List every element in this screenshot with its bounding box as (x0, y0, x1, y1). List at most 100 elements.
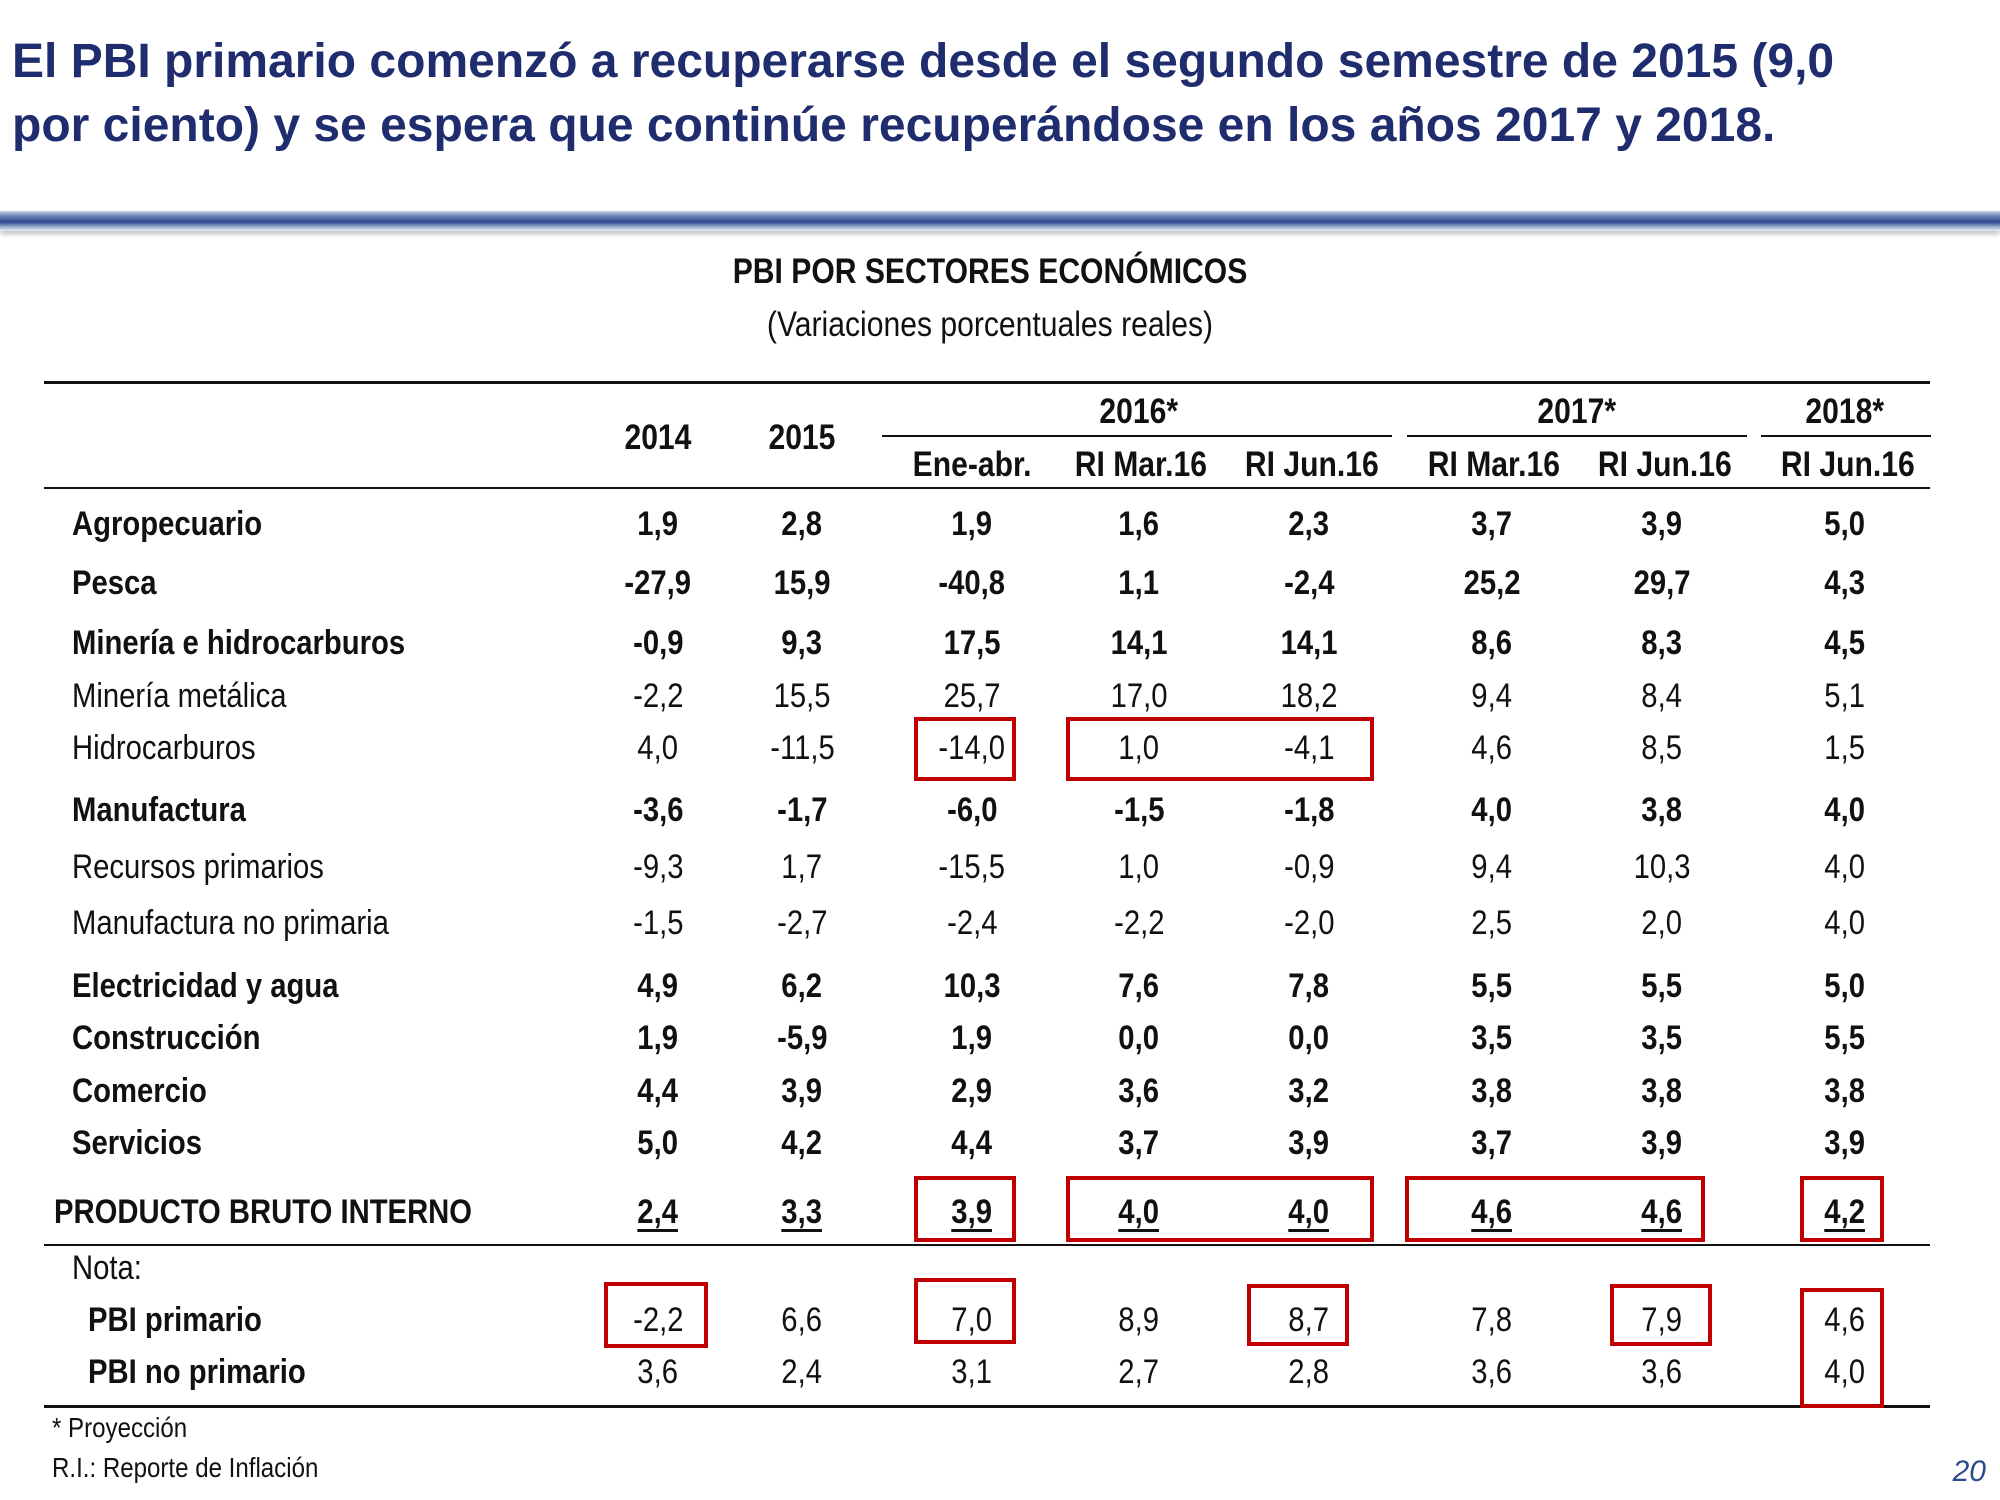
highlight-hidrocarburos-eneabr (914, 717, 1016, 781)
row-1-value-7-text: 4,3 (1824, 564, 1866, 602)
row-6-value-4-text: -0,9 (1283, 848, 1335, 886)
row-4-value-0: 4,0 (583, 726, 733, 770)
row-1-value-1-text: 15,9 (773, 564, 831, 602)
row-7-value-7-text: 4,0 (1824, 904, 1866, 942)
row-4-value-4-text: -4,1 (1283, 729, 1335, 767)
row-11-value-2-text: 4,4 (951, 1124, 993, 1162)
note-row-1-value-5: 3,6 (1417, 1350, 1567, 1394)
row-0-value-7-text: 5,0 (1824, 505, 1866, 543)
row-0-value-0: 1,9 (583, 502, 733, 546)
note-row-label-0: PBI primario (88, 1298, 648, 1342)
header-divider-bar (0, 211, 2000, 231)
row-0-value-4-text: 2,3 (1288, 505, 1330, 543)
row-8-value-7: 5,0 (1770, 964, 1920, 1008)
row-8-value-2: 10,3 (897, 964, 1047, 1008)
row-9-value-4: 0,0 (1234, 1016, 1384, 1060)
row-10-value-4-text: 3,2 (1288, 1072, 1330, 1110)
group-rule-2018 (1761, 435, 1931, 437)
total-value-1: 3,3 (727, 1190, 877, 1234)
row-8-value-4: 7,8 (1234, 964, 1384, 1008)
row-8-value-5: 5,5 (1417, 964, 1567, 1008)
header-group-2018-text: 2018* (1805, 392, 1885, 431)
row-4-value-3-text: 1,0 (1118, 729, 1160, 767)
row-1-value-3-text: 1,1 (1118, 564, 1160, 602)
row-0-value-1-text: 2,8 (781, 505, 823, 543)
table-subtitle: (Variaciones porcentuales reales) (766, 305, 1214, 344)
row-label-0: Agropecuario (72, 502, 632, 546)
row-6-value-7: 4,0 (1770, 845, 1920, 889)
row-10-value-5-text: 3,8 (1471, 1072, 1513, 1110)
headline-line-2: por ciento) y se espera que continúe rec… (12, 99, 1776, 152)
note-row-1-value-6-text: 3,6 (1641, 1353, 1683, 1391)
row-3-value-7-text: 5,1 (1824, 677, 1866, 715)
row-3-value-7: 5,1 (1770, 674, 1920, 718)
header-sub-2-text: RI Jun.16 (1244, 445, 1379, 484)
total-value-2-text: 3,9 (951, 1193, 993, 1231)
row-11-value-6-text: 3,9 (1641, 1124, 1683, 1162)
header-sub-5-text: RI Jun.16 (1780, 445, 1915, 484)
row-8-value-7-text: 5,0 (1824, 967, 1866, 1005)
row-8-value-4-text: 7,8 (1288, 967, 1330, 1005)
total-value-0-text: 2,4 (637, 1193, 679, 1231)
row-5-value-4-text: -1,8 (1283, 791, 1335, 829)
row-2-value-1: 9,3 (727, 621, 877, 665)
row-8-value-6-text: 5,5 (1641, 967, 1683, 1005)
header-2015-text: 2015 (768, 418, 836, 457)
note-row-1-value-1-text: 2,4 (781, 1353, 823, 1391)
row-0-value-6: 3,9 (1587, 502, 1737, 546)
row-7-value-1-text: -2,7 (776, 904, 828, 942)
row-label-8-text: Electricidad y agua (72, 967, 339, 1005)
note-row-1-value-4-text: 2,8 (1288, 1353, 1330, 1391)
header-group-2016: 2016* (1064, 390, 1214, 434)
header-2014-text: 2014 (624, 418, 692, 457)
row-11-value-1: 4,2 (727, 1121, 877, 1165)
row-9-value-5-text: 3,5 (1471, 1019, 1513, 1057)
row-9-value-0: 1,9 (583, 1016, 733, 1060)
row-0-value-4: 2,3 (1234, 502, 1384, 546)
note-row-1-value-4: 2,8 (1234, 1350, 1384, 1394)
row-11-value-0-text: 5,0 (637, 1124, 679, 1162)
row-9-value-3: 0,0 (1064, 1016, 1214, 1060)
row-1-value-5: 25,2 (1417, 561, 1567, 605)
note-row-0-value-0: -2,2 (583, 1298, 733, 1342)
row-5-value-7-text: 4,0 (1824, 791, 1866, 829)
row-4-value-7-text: 1,5 (1824, 729, 1866, 767)
slide-headline: El PBI primario comenzó a recuperarse de… (12, 30, 1972, 158)
row-3-value-5-text: 9,4 (1471, 677, 1513, 715)
row-7-value-7: 4,0 (1770, 901, 1920, 945)
total-value-6: 4,6 (1587, 1190, 1737, 1234)
row-10-value-1: 3,9 (727, 1069, 877, 1113)
highlight-2018-note (1800, 1288, 1884, 1408)
row-label-7: Manufactura no primaria (72, 901, 632, 945)
row-2-value-1-text: 9,3 (781, 624, 823, 662)
header-bottom-rule (44, 487, 1930, 489)
row-1-value-7: 4,3 (1770, 561, 1920, 605)
row-9-value-1-text: -5,9 (776, 1019, 828, 1057)
header-sub-3: RI Mar.16 (1417, 443, 1567, 487)
row-4-value-3: 1,0 (1064, 726, 1214, 770)
row-9-value-2-text: 1,9 (951, 1019, 993, 1057)
row-label-3-text: Minería metálica (72, 677, 287, 715)
total-value-3: 4,0 (1064, 1190, 1214, 1234)
row-6-value-2: -15,5 (897, 845, 1047, 889)
row-label-9: Construcción (72, 1016, 632, 1060)
row-10-value-0-text: 4,4 (637, 1072, 679, 1110)
total-value-3-text: 4,0 (1118, 1193, 1160, 1231)
row-5-value-0-text: -3,6 (632, 791, 684, 829)
total-value-5-text: 4,6 (1471, 1193, 1513, 1231)
row-5-value-3-text: -1,5 (1113, 791, 1165, 829)
row-9-value-5: 3,5 (1417, 1016, 1567, 1060)
highlight-pbi-2017 (1405, 1176, 1705, 1242)
row-6-value-0: -9,3 (583, 845, 733, 889)
highlight-primario-eneabr (914, 1278, 1016, 1344)
row-11-value-2: 4,4 (897, 1121, 1047, 1165)
note-row-label-1-text: PBI no primario (88, 1353, 306, 1391)
note-row-1-value-2-text: 3,1 (951, 1353, 993, 1391)
row-10-value-2: 2,9 (897, 1069, 1047, 1113)
highlight-primario-2017-jun (1610, 1284, 1712, 1346)
row-10-value-5: 3,8 (1417, 1069, 1567, 1113)
note-row-1-value-7: 4,0 (1770, 1350, 1920, 1394)
row-7-value-3-text: -2,2 (1113, 904, 1165, 942)
row-2-value-4: 14,1 (1234, 621, 1384, 665)
note-row-label-1: PBI no primario (88, 1350, 648, 1394)
